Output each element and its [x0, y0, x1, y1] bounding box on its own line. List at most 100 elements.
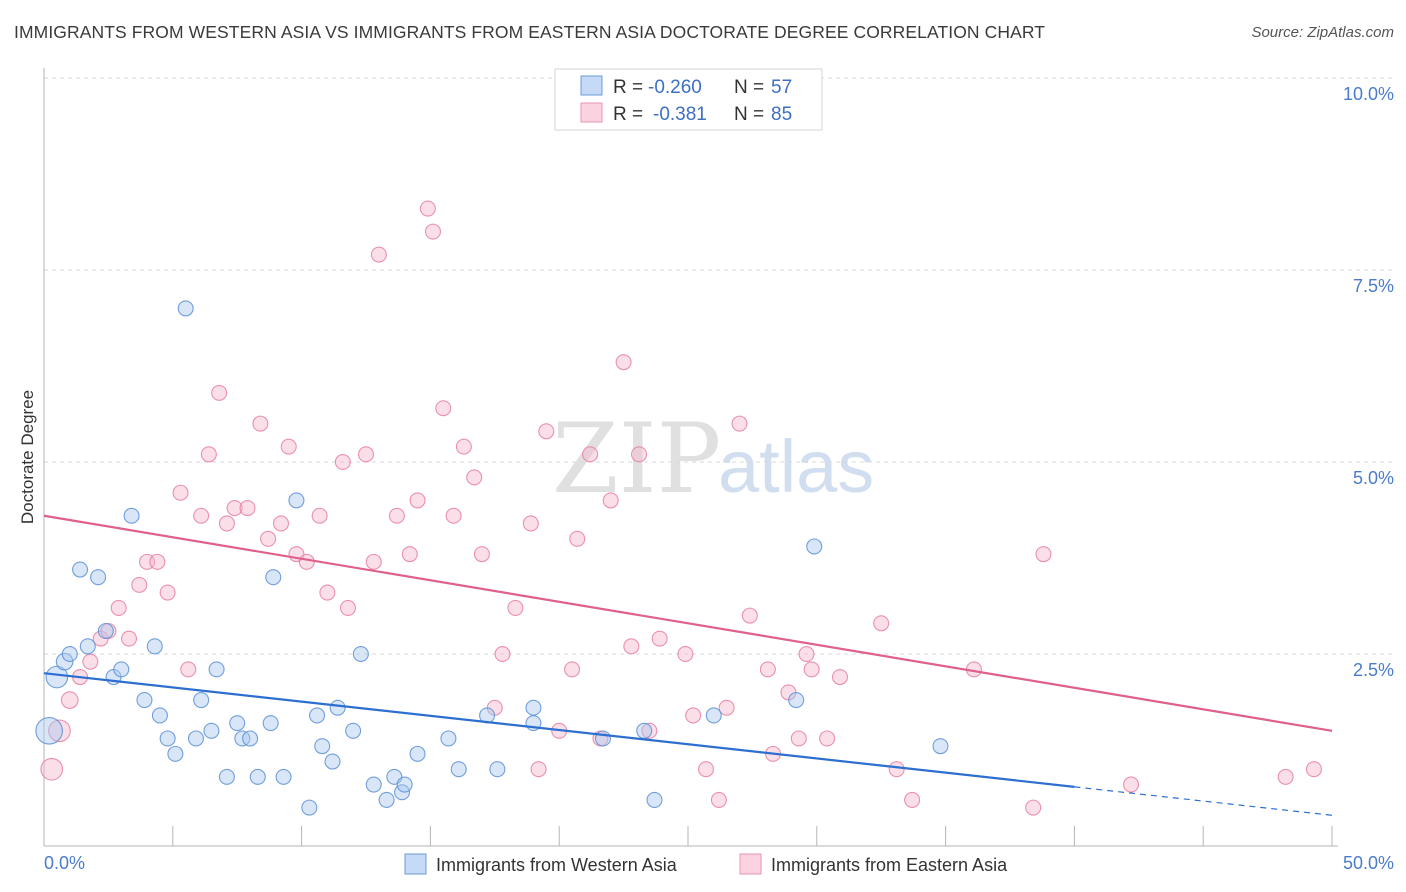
point-eastern-asia	[741, 607, 758, 624]
point-western-asia	[806, 538, 823, 555]
point-western-asia	[440, 730, 457, 747]
point-western-asia	[159, 730, 176, 747]
x-tick-label-max: 50.0%	[1343, 853, 1394, 873]
point-eastern-asia	[651, 630, 668, 647]
point-western-asia	[345, 722, 362, 739]
point-eastern-asia	[790, 730, 807, 747]
point-eastern-asia	[149, 553, 166, 570]
point-western-asia	[450, 761, 467, 778]
point-eastern-asia	[365, 553, 382, 570]
point-western-asia	[35, 716, 63, 745]
point-western-asia	[61, 645, 78, 663]
point-eastern-asia	[569, 530, 586, 547]
point-eastern-asia	[522, 515, 539, 532]
point-western-asia	[788, 692, 805, 709]
point-eastern-asia	[272, 515, 290, 532]
point-eastern-asia	[731, 415, 748, 432]
point-western-asia	[396, 776, 413, 793]
point-eastern-asia	[298, 553, 315, 570]
point-western-asia	[79, 638, 96, 655]
point-western-asia	[218, 768, 235, 785]
point-western-asia	[275, 768, 292, 785]
point-eastern-asia	[424, 223, 441, 240]
point-eastern-asia	[218, 515, 235, 532]
point-eastern-asia	[831, 669, 849, 686]
point-eastern-asia	[200, 446, 217, 463]
point-eastern-asia	[602, 492, 619, 509]
point-western-asia	[136, 692, 153, 709]
point-eastern-asia	[82, 653, 99, 670]
point-eastern-asia	[530, 761, 547, 778]
trend-line-western-asia-extension	[1074, 786, 1333, 816]
point-eastern-asia	[615, 354, 632, 371]
stats-swatch-blue	[580, 75, 603, 96]
point-eastern-asia	[339, 599, 356, 616]
stats-r-value-2: -0.381	[653, 104, 707, 125]
point-eastern-asia	[631, 446, 648, 463]
y-tick-label: 2.5%	[1353, 660, 1394, 680]
point-western-asia	[365, 776, 382, 793]
point-eastern-asia	[1035, 546, 1052, 563]
stats-n-value-1: 57	[771, 77, 792, 98]
watermark-zip: ZIP	[552, 403, 721, 515]
stats-r-label-2: R =	[613, 104, 643, 125]
point-western-asia	[97, 622, 114, 639]
x-tick-label-min: 0.0%	[44, 853, 85, 873]
point-western-asia	[646, 791, 663, 808]
point-eastern-asia	[677, 645, 694, 663]
point-western-asia	[146, 638, 163, 655]
point-eastern-asia	[494, 645, 511, 663]
series-western-asia-points	[35, 300, 949, 816]
point-western-asia	[932, 738, 949, 755]
point-eastern-asia	[623, 638, 640, 655]
point-eastern-asia	[455, 438, 472, 455]
point-western-asia	[378, 791, 395, 808]
point-western-asia	[208, 661, 225, 678]
point-western-asia	[167, 745, 184, 762]
point-eastern-asia	[239, 500, 256, 517]
legend-swatch-eastern-asia	[739, 853, 762, 875]
stats-r-value-1: -0.260	[648, 77, 702, 98]
point-western-asia	[90, 569, 107, 586]
point-eastern-asia	[582, 446, 599, 463]
point-eastern-asia	[803, 661, 820, 678]
point-eastern-asia	[193, 507, 210, 524]
point-western-asia	[324, 753, 341, 770]
point-eastern-asia	[120, 630, 138, 647]
point-western-asia	[177, 300, 194, 317]
point-western-asia	[123, 507, 140, 524]
trend-lines	[43, 514, 1333, 816]
y-tick-labels: 2.5% 5.0% 7.5% 10.0%	[1343, 84, 1394, 680]
point-eastern-asia	[685, 707, 702, 724]
point-eastern-asia	[698, 761, 715, 778]
point-western-asia	[329, 699, 346, 716]
point-western-asia	[151, 707, 168, 724]
point-eastern-asia	[409, 492, 426, 509]
stats-swatch-pink	[580, 102, 603, 123]
point-eastern-asia	[172, 484, 189, 501]
point-eastern-asia	[718, 699, 735, 716]
gridlines	[44, 77, 1392, 655]
chart-title: IMMIGRANTS FROM WESTERN ASIA VS IMMIGRAN…	[14, 22, 1046, 42]
point-western-asia	[288, 492, 305, 509]
point-eastern-asia	[211, 384, 228, 401]
point-eastern-asia	[445, 507, 462, 524]
point-western-asia	[265, 569, 282, 586]
point-western-asia	[262, 715, 279, 732]
point-eastern-asia	[419, 200, 436, 217]
point-western-asia	[45, 665, 69, 689]
point-western-asia	[113, 661, 130, 678]
point-eastern-asia	[60, 691, 79, 709]
point-eastern-asia	[252, 415, 269, 432]
point-eastern-asia	[280, 438, 297, 455]
point-western-asia	[203, 722, 220, 739]
point-eastern-asia	[319, 584, 336, 601]
x-axis-ticks	[43, 826, 1333, 846]
point-eastern-asia	[1025, 799, 1042, 816]
point-western-asia	[55, 652, 74, 671]
point-eastern-asia	[40, 757, 64, 781]
point-eastern-asia	[180, 661, 197, 678]
point-eastern-asia	[873, 615, 890, 632]
point-western-asia	[193, 692, 210, 709]
point-eastern-asia	[538, 423, 555, 440]
